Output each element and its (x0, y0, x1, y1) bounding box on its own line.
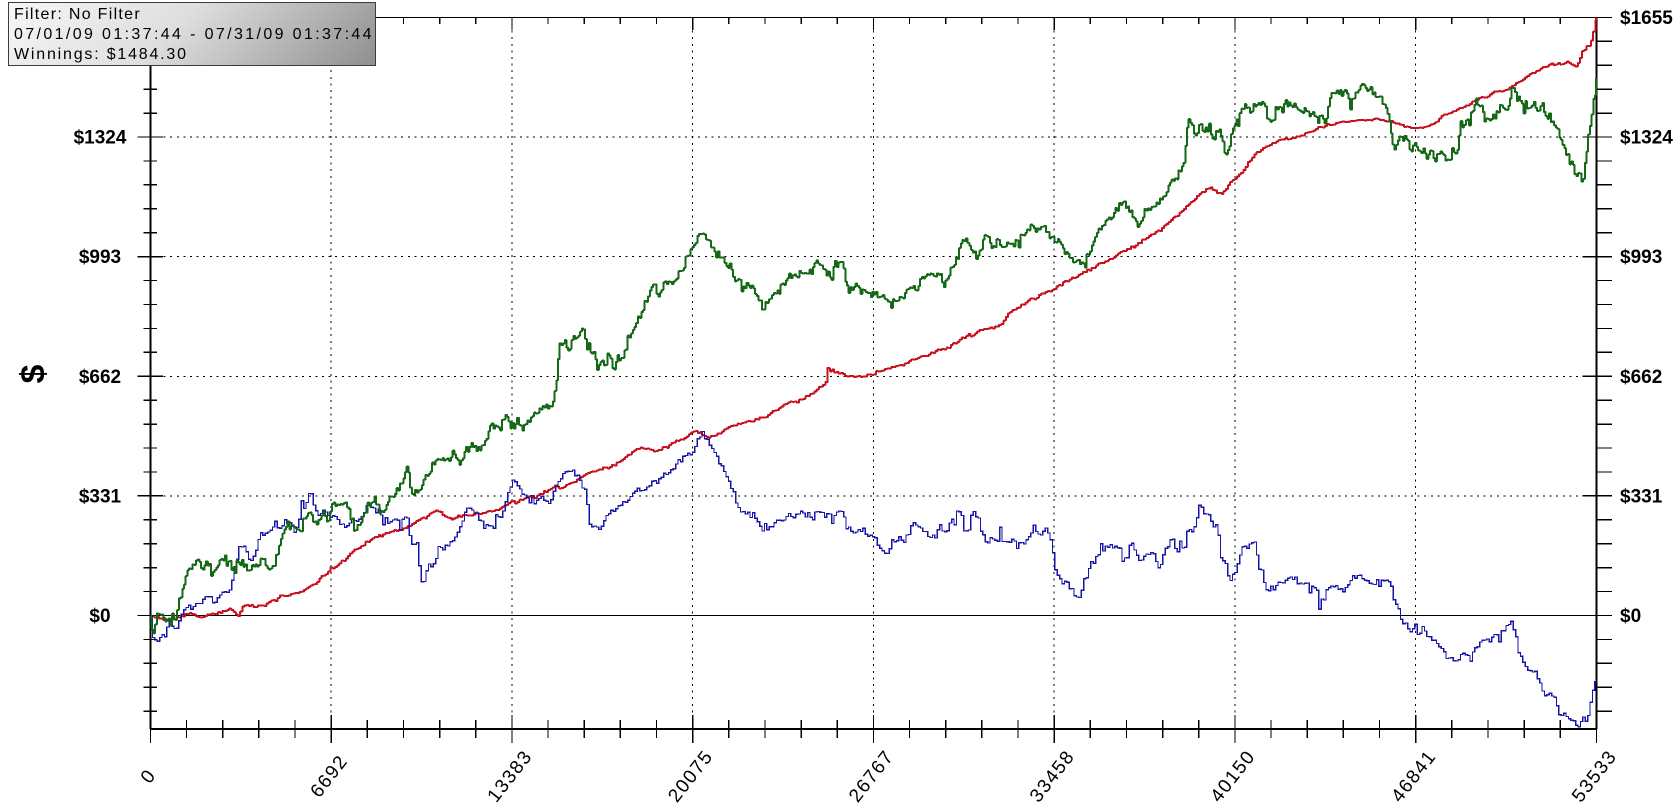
svg-text:$0: $0 (89, 606, 110, 627)
svg-text:$1655: $1655 (1620, 8, 1673, 29)
svg-text:$331: $331 (79, 487, 122, 508)
svg-text:$662: $662 (1620, 367, 1662, 388)
svg-text:$: $ (15, 364, 53, 383)
svg-text:$993: $993 (1620, 247, 1662, 268)
svg-text:$993: $993 (79, 247, 121, 268)
svg-text:$1324: $1324 (74, 128, 127, 149)
svg-text:$0: $0 (1620, 606, 1641, 627)
svg-text:$1324: $1324 (1620, 128, 1673, 149)
svg-text:$331: $331 (1620, 487, 1663, 508)
svg-text:$662: $662 (79, 367, 121, 388)
